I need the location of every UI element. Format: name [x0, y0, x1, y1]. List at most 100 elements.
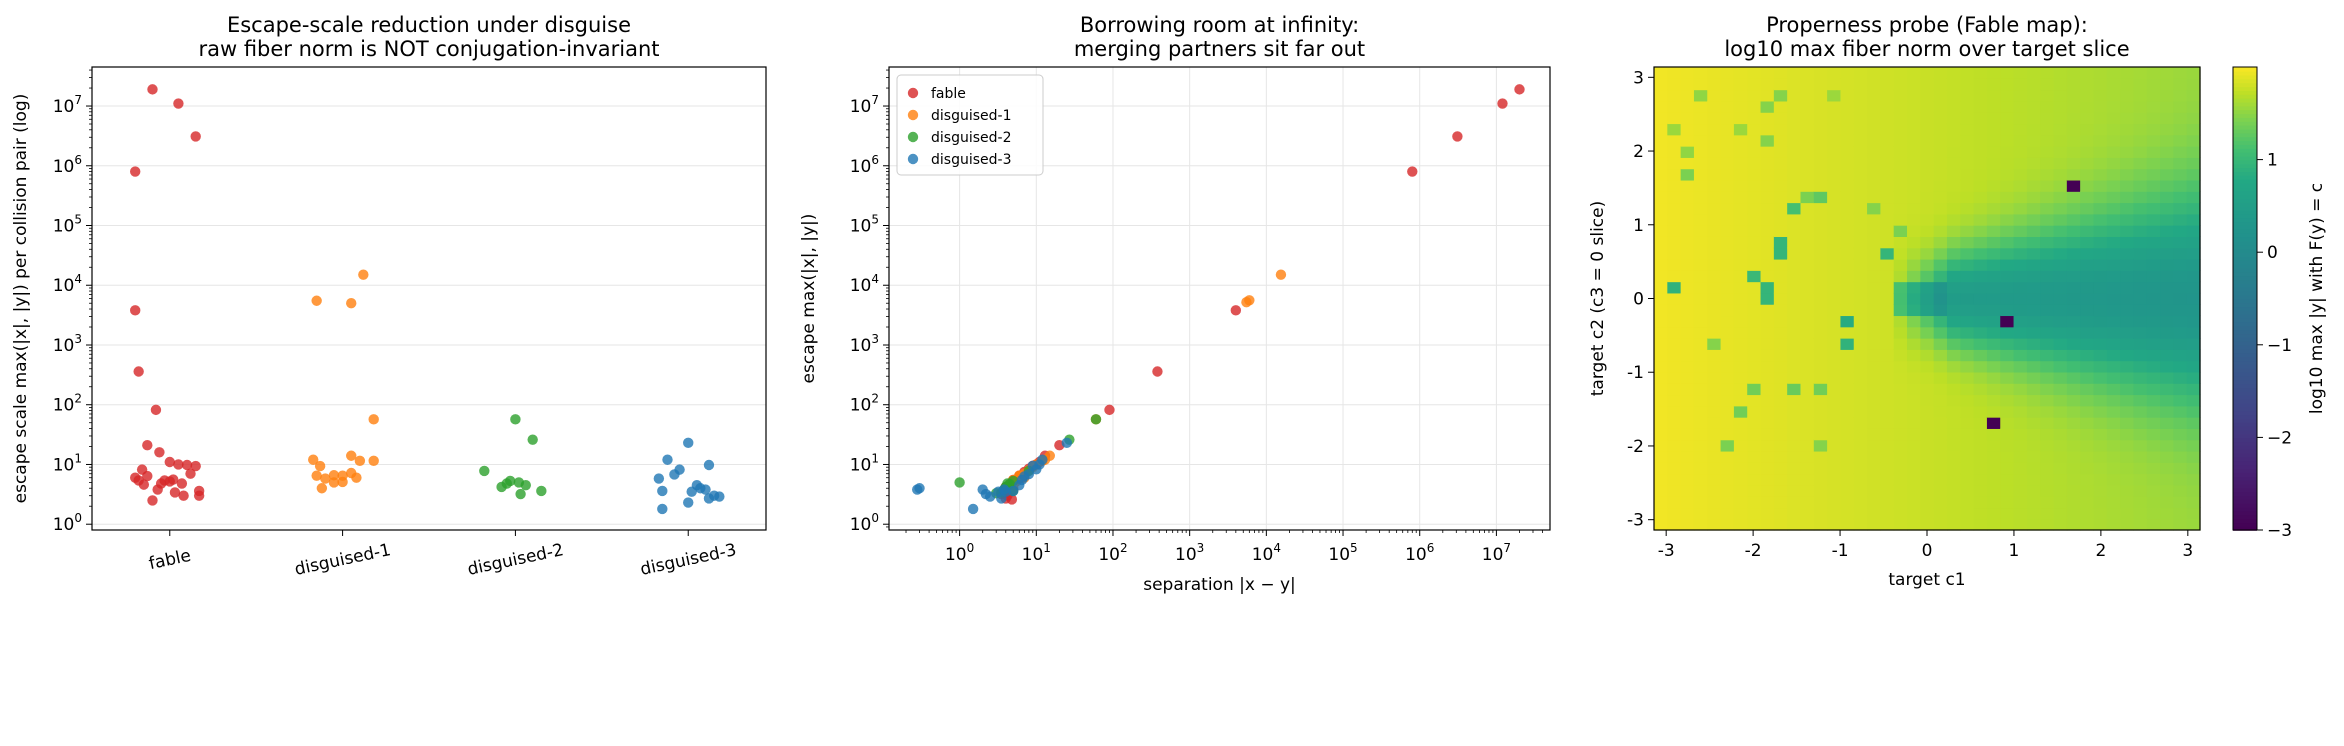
- heatmap-cell: [1693, 304, 1708, 317]
- colorbar-segment: [2233, 198, 2257, 203]
- heatmap-cell: [2173, 236, 2188, 249]
- legend-marker: [907, 153, 919, 165]
- heatmap-cell: [2040, 270, 2055, 283]
- heatmap-cell: [1907, 326, 1921, 339]
- heatmap-cell: [1853, 89, 1868, 102]
- heatmap-cell: [2013, 168, 2028, 181]
- heatmap-cell: [2000, 67, 2015, 79]
- heatmap-cell: [1693, 258, 1708, 271]
- heatmap-cell: [1760, 281, 1775, 294]
- heatmap-cell: [2026, 258, 2041, 271]
- heatmap-cell: [2040, 123, 2055, 136]
- heatmap-cell: [1880, 338, 1895, 350]
- heatmap-cell: [1800, 507, 1815, 520]
- heatmap-cell: [1973, 315, 1988, 328]
- heatmap-cell: [1760, 338, 1775, 350]
- data-point: [358, 269, 369, 280]
- heatmap-cell: [1680, 450, 1695, 463]
- heatmap-cell: [1960, 281, 1975, 294]
- heatmap-cell: [2066, 428, 2081, 441]
- colorbar-segment: [2233, 186, 2257, 192]
- heatmap-cell: [1707, 236, 1722, 249]
- heatmap-cell: [1773, 213, 1788, 226]
- heatmap-cell: [1707, 213, 1722, 226]
- heatmap-cell: [2026, 462, 2041, 475]
- heatmap-cell: [2173, 157, 2188, 170]
- heatmap-cell: [1840, 507, 1855, 520]
- heatmap-cell: [1733, 304, 1748, 317]
- heatmap-cell: [1880, 507, 1895, 520]
- heatmap-cell: [2093, 157, 2108, 170]
- heatmap-cell: [2013, 518, 2028, 531]
- heatmap-cell: [2053, 360, 2068, 373]
- heatmap-cell: [2186, 428, 2201, 441]
- heatmap-cell: [1840, 258, 1855, 271]
- y-tick-label: 106: [850, 153, 879, 177]
- heatmap-cell: [1720, 202, 1735, 215]
- data-point: [150, 404, 162, 416]
- heatmap-cell: [1986, 326, 2001, 339]
- heatmap-cell: [1760, 78, 1775, 91]
- heatmap-cell: [2053, 100, 2068, 113]
- heatmap-cell: [1680, 405, 1695, 418]
- heatmap-cell: [2080, 157, 2095, 170]
- colorbar-segment: [2233, 82, 2257, 88]
- heatmap-cell: [2080, 67, 2095, 79]
- heatmap-cell: [1747, 518, 1762, 531]
- heatmap-cell: [2160, 484, 2174, 497]
- heatmap-cell: [2026, 157, 2041, 170]
- heatmap-cell: [1840, 304, 1855, 317]
- heatmap-cell: [2026, 439, 2041, 452]
- heatmap-cell: [2026, 405, 2041, 418]
- heatmap-cell: [1893, 67, 1908, 79]
- data-point: [168, 474, 179, 485]
- heatmap-cell: [2106, 507, 2121, 520]
- heatmap-cell: [1986, 338, 2001, 350]
- heatmap-cell: [1920, 484, 1935, 497]
- heatmap-cell: [2173, 191, 2188, 204]
- heatmap-cell: [2093, 292, 2108, 305]
- heatmap-cell: [2133, 484, 2148, 497]
- heatmap-cell: [1880, 202, 1895, 215]
- data-point: [346, 298, 357, 309]
- heatmap-cell: [2013, 349, 2028, 362]
- data-point: [967, 503, 979, 515]
- heatmap-cell: [2133, 270, 2148, 283]
- heatmap-cell: [1800, 123, 1815, 136]
- heatmap-cell: [2160, 473, 2174, 486]
- heatmap-cell: [2013, 371, 2028, 384]
- heatmap-cell: [1693, 507, 1708, 520]
- colorbar-segment: [2233, 367, 2257, 373]
- colorbar-segment: [2233, 209, 2257, 215]
- heatmap-cell: [1654, 518, 1668, 531]
- heatmap-cell: [1654, 360, 1668, 373]
- heatmap-cell: [1693, 473, 1708, 486]
- colorbar-segment: [2233, 167, 2257, 172]
- heatmap-cell: [1760, 371, 1775, 384]
- heatmap-cell: [1813, 405, 1828, 418]
- heatmap-cell: [2160, 179, 2174, 192]
- heatmap-cell: [1853, 270, 1868, 283]
- heatmap-cell: [1693, 450, 1708, 463]
- heatmap-cell: [1680, 78, 1695, 91]
- heatmap-cell: [2080, 134, 2095, 147]
- heatmap-cell: [1827, 247, 1842, 260]
- heatmap-cell: [1946, 417, 1961, 429]
- heatmap-cell: [1680, 191, 1695, 204]
- heatmap-cell: [1773, 507, 1788, 520]
- heatmap-cell: [1986, 100, 2001, 113]
- heatmap-cell: [1667, 191, 1682, 204]
- colorbar-segment: [2233, 340, 2257, 346]
- heatmap-cell: [2120, 338, 2135, 350]
- colorbar-segment: [2233, 313, 2257, 319]
- heatmap-cell: [2013, 462, 2028, 475]
- heatmap-cell: [2186, 236, 2201, 249]
- heatmap-cell: [2106, 371, 2121, 384]
- heatmap-cell: [1946, 338, 1961, 350]
- heatmap-cell: [1720, 462, 1735, 475]
- heatmap-cell: [1960, 394, 1975, 407]
- heatmap-cell: [2186, 304, 2201, 317]
- heatmap-cell: [1933, 360, 1948, 373]
- data-point: [662, 454, 673, 465]
